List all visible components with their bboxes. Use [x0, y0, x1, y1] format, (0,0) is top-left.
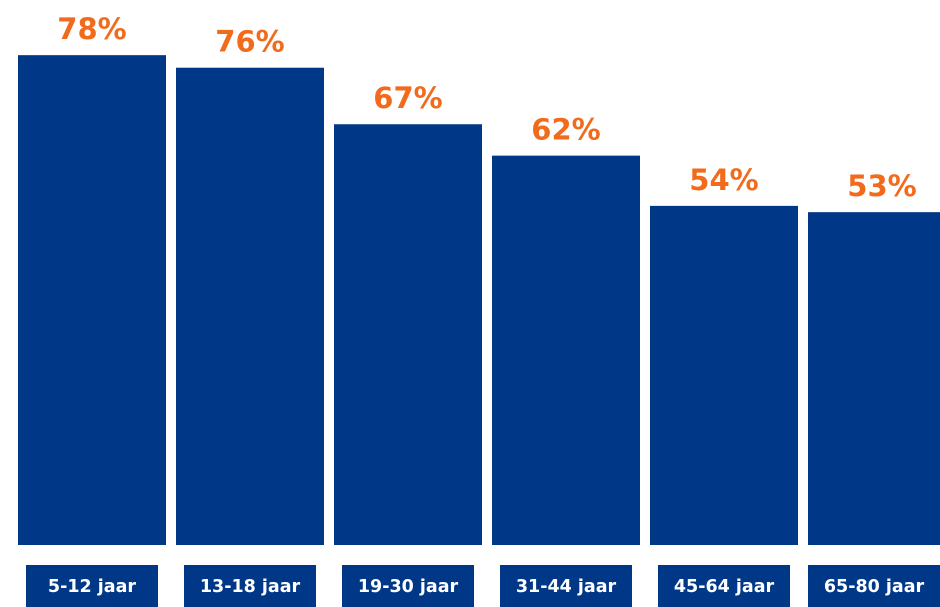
category-label-5: 45-64 jaar	[674, 577, 775, 597]
bar-5	[650, 205, 798, 545]
category-box-3	[342, 565, 474, 607]
category-label-6: 65-80 jaar	[824, 577, 925, 597]
category-label-2: 13-18 jaar	[200, 577, 301, 597]
category-box-5	[658, 565, 790, 607]
bar-6	[808, 212, 940, 545]
bar-3	[334, 124, 482, 546]
category-box-1	[26, 565, 158, 607]
value-label-2: 76%	[215, 25, 284, 59]
value-label-4: 62%	[531, 113, 600, 147]
category-label-4: 31-44 jaar	[516, 577, 617, 597]
category-box-2	[184, 565, 316, 607]
value-label-1: 78%	[57, 12, 126, 46]
category-label-1: 5-12 jaar	[48, 577, 137, 597]
value-label-5: 54%	[689, 163, 758, 197]
category-box-6	[808, 565, 940, 607]
category-labels-layer: 5-12 jaar 13-18 jaar 19-30 jaar 31-44 jaar 4…	[26, 565, 940, 607]
value-label-6: 53%	[847, 169, 916, 203]
bar-2	[176, 67, 324, 545]
category-label-3: 19-30 jaar	[358, 577, 459, 597]
value-labels-layer: 78% 76% 67% 62% 54% 53%	[57, 12, 916, 203]
value-label-3: 67%	[373, 81, 442, 115]
category-box-4	[500, 565, 632, 607]
bar-4	[492, 155, 640, 545]
bar-1	[18, 55, 166, 545]
bars-layer	[18, 55, 940, 546]
